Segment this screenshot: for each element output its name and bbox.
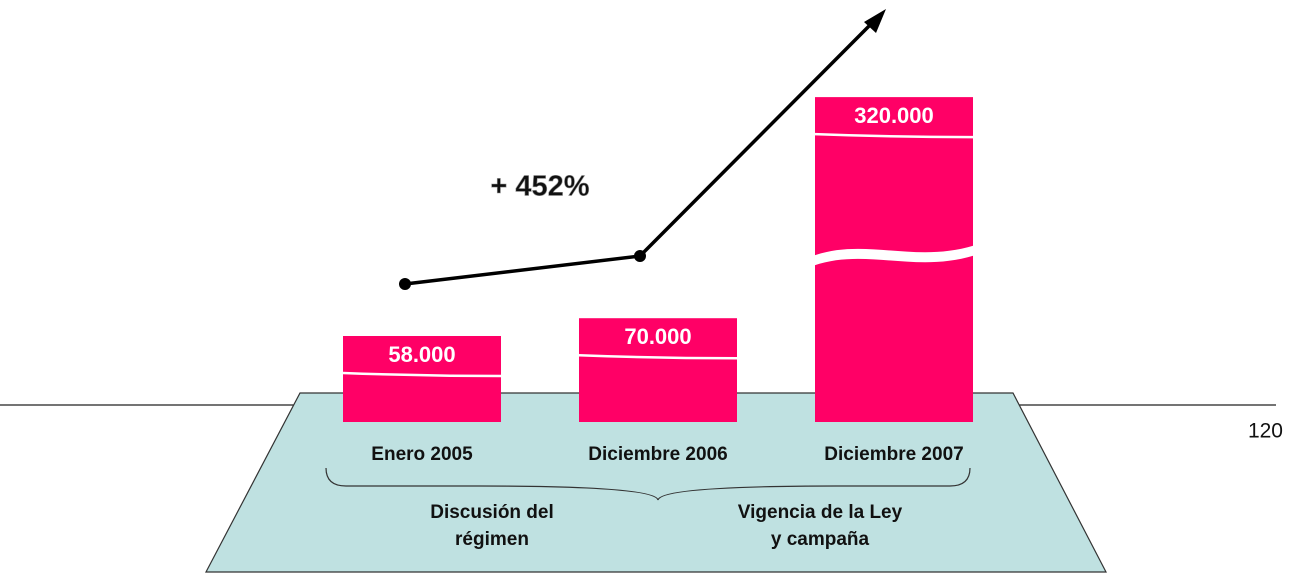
value-label: 58.000 <box>388 342 455 367</box>
label-divider <box>814 132 974 139</box>
axis-break <box>814 245 974 266</box>
platform <box>205 392 1107 573</box>
bars: 58.000 70.000 320.000 <box>342 97 974 422</box>
page-number: 120 <box>1248 420 1283 443</box>
group-brace <box>325 467 971 501</box>
trend-dot <box>634 250 646 262</box>
group-label: y campaña <box>771 529 870 550</box>
value-label: 320.000 <box>854 103 934 128</box>
arrow-head <box>864 9 886 33</box>
group-label: Vigencia de la Ley <box>738 502 903 523</box>
label-divider <box>342 371 502 378</box>
x-tick-label: Diciembre 2007 <box>824 444 963 465</box>
x-tick-label: Enero 2005 <box>371 444 473 465</box>
bar <box>579 318 737 422</box>
group-label: régimen <box>455 529 529 550</box>
trend-dot <box>399 278 411 290</box>
group-label: Discusión del <box>430 502 554 523</box>
label-divider <box>578 353 738 360</box>
value-label: 70.000 <box>624 324 691 349</box>
bar <box>343 336 501 422</box>
trend-arrow <box>404 13 882 286</box>
growth-annotation: + 452% <box>490 171 589 203</box>
x-tick-label: Diciembre 2006 <box>588 444 727 465</box>
